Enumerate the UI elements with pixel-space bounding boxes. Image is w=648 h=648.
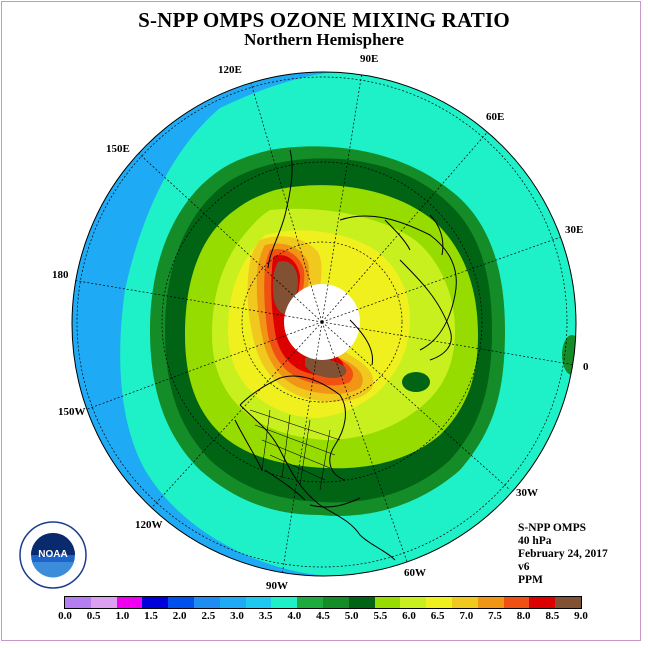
colorbar-swatch: [65, 597, 91, 608]
political-boundaries: [249, 409, 341, 491]
meridian-label-60w: 60W: [404, 567, 426, 579]
colorbar-swatch: [426, 597, 452, 608]
colorbar-swatch: [322, 597, 349, 608]
colorbar-tick-label: 1.5: [144, 610, 158, 622]
ozone-field: [72, 72, 576, 576]
colorbar-swatch: [271, 597, 298, 608]
info-panel: S-NPP OMPS 40 hPa February 24, 2017 v6 P…: [518, 522, 608, 587]
meridian-label-120e: 120E: [218, 64, 242, 76]
colorbar-tick-label: 7.0: [459, 610, 474, 622]
info-date: February 24, 2017: [518, 548, 608, 560]
colorbar-tick-label: 6.5: [430, 610, 445, 622]
colorbar-tick-label: 5.0: [344, 610, 359, 622]
colorbar-swatch: [90, 597, 117, 608]
meridian-label-60e: 60E: [486, 111, 504, 123]
colorbar-swatch: [193, 597, 220, 608]
colorbar-tick-label: 3.5: [258, 610, 273, 622]
map-boundary: [71, 71, 577, 577]
colorbar-swatch: [168, 597, 194, 608]
info-instrument: S-NPP OMPS: [518, 522, 587, 534]
colorbar-tick-label: 8.5: [545, 610, 560, 622]
map-title: S-NPP OMPS OZONE MIXING RATIO: [138, 8, 510, 32]
image-frame: [1, 1, 641, 641]
meridian-label-90e: 90E: [360, 53, 378, 65]
colorbar-swatch: [348, 597, 375, 608]
meridian-label-0: 0: [583, 361, 589, 373]
meridian-label-30e: 30E: [565, 224, 583, 236]
colorbar-tick-label: 1.0: [115, 610, 130, 622]
noaa-logo-text: NOAA: [38, 549, 67, 560]
colorbar-swatch: [400, 597, 427, 608]
contour-blob-5.0: [402, 372, 430, 392]
colorbar-tick-label: 2.5: [201, 610, 216, 622]
map-subtitle: Northern Hemisphere: [244, 30, 404, 49]
colorbar-swatch: [245, 597, 272, 608]
meridian-label-120w: 120W: [135, 519, 163, 531]
info-units: PPM: [518, 574, 543, 586]
meridian-label-90w: 90W: [266, 580, 288, 592]
info-level: 40 hPa: [518, 535, 552, 547]
colorbar-swatch: [374, 597, 401, 608]
colorbar-ticks: 0.0 0.5 1.0 1.5 2.0 2.5 3.0 3.5 4.0 4.5 5.0 5.5 6.0 6…: [0, 610, 648, 626]
colorbar-tick-label: 8.0: [516, 610, 531, 622]
colorbar-tick-label: 5.5: [373, 610, 388, 622]
colorbar-tick-label: 4.0: [287, 610, 302, 622]
colorbar-swatch: [451, 597, 478, 608]
colorbar-tick-label: 6.0: [402, 610, 416, 622]
colorbar-swatch: [477, 597, 504, 608]
info-version: v6: [518, 561, 530, 573]
colorbar-swatch: [297, 597, 323, 608]
colorbar-tick-label: 4.5: [316, 610, 330, 622]
colorbar-tick-label: 9.0: [574, 610, 588, 622]
colorbar-swatch: [142, 597, 169, 608]
colorbar-swatch: [503, 597, 530, 608]
meridian-label-150e: 150E: [106, 143, 130, 155]
meridian-label-180: 180: [52, 269, 69, 281]
meridian-label-30w: 30W: [516, 487, 538, 499]
colorbar-swatch: [116, 597, 143, 608]
colorbar-tick-label: 2.0: [172, 610, 187, 622]
colorbar-tick-label: 0.5: [86, 610, 101, 622]
colorbar-tick-label: 3.0: [230, 610, 244, 622]
colorbar-swatch: [529, 597, 556, 608]
colorbar-tick-label: 0.0: [58, 610, 72, 622]
colorbar-swatch: [555, 597, 581, 608]
noaa-logo-icon: NOAA: [19, 521, 87, 589]
colorbar-tick-label: 7.5: [488, 610, 502, 622]
meridian-label-150w: 150W: [58, 406, 86, 418]
contour-blob-4.5-east: [562, 335, 576, 375]
graticule: [72, 72, 576, 576]
coastlines: [234, 149, 457, 561]
colorbar: [64, 596, 582, 609]
colorbar-swatch: [219, 597, 246, 608]
